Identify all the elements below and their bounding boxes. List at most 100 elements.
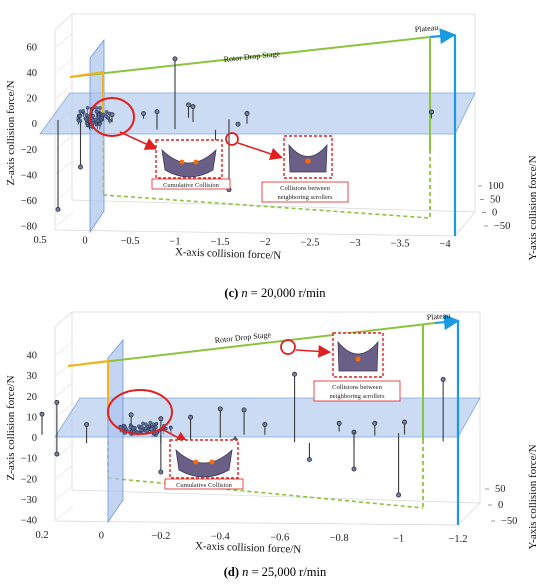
c-y-tick-label: −50 bbox=[494, 221, 510, 232]
d-stem-point bbox=[396, 492, 402, 498]
c-stem-point bbox=[154, 109, 160, 115]
c-y-tick-label: 100 bbox=[488, 181, 504, 192]
panel-c-neighbor-glow bbox=[305, 158, 311, 164]
c-x-tick-label: −1 bbox=[169, 236, 180, 247]
panel-c-caption-rest: = 20,000 r/min bbox=[248, 286, 327, 300]
c-cluster-point bbox=[94, 109, 99, 114]
c-stem-point bbox=[186, 102, 191, 108]
c-z-gridline bbox=[55, 160, 74, 176]
c-stem-point bbox=[78, 164, 83, 170]
panel-c-caption-n: n bbox=[241, 286, 247, 300]
d-cluster-point bbox=[131, 426, 136, 431]
panel-c-z-ticks: 60 40 20 0 −20 −40 −60 −80 bbox=[21, 43, 37, 233]
c-cluster-point bbox=[76, 118, 81, 123]
c-stem-point bbox=[235, 121, 241, 127]
c-cluster-point bbox=[81, 109, 85, 113]
panel-c-neighbor-arrow bbox=[237, 142, 284, 161]
panel-c-cumulative-glow-1 bbox=[179, 159, 185, 165]
c-stem-point bbox=[55, 206, 61, 212]
c-cluster-point bbox=[101, 112, 106, 117]
c-cluster-point bbox=[78, 114, 82, 119]
c-stem-point bbox=[141, 111, 146, 116]
panel-d-y-axis-label: Y-axis collision force/N bbox=[527, 444, 539, 549]
panel-d-neighbor-label-box bbox=[313, 380, 401, 402]
panel-d-neighbor-label-2: neighboring scrollers bbox=[329, 393, 385, 400]
d-stem-point bbox=[372, 420, 378, 426]
d-cluster-point bbox=[151, 422, 156, 427]
c-stem-point bbox=[244, 111, 250, 116]
panel-d-orange-line bbox=[67, 359, 109, 420]
c-x-tick-label: 0 bbox=[82, 235, 87, 246]
d-stem-point bbox=[188, 414, 194, 420]
panel-c-z0-plane bbox=[39, 92, 476, 135]
d-stem-point bbox=[402, 419, 407, 425]
panel-d-z-ticks: 40 30 20 10 0 −10 −20 −30 −40 bbox=[21, 351, 37, 527]
panel-d-caption: (d) n = 25,000 r/min bbox=[224, 565, 327, 579]
c-z-gridline bbox=[55, 186, 74, 201]
c-cluster-point bbox=[94, 106, 99, 110]
panel-c-cumulative-arrow bbox=[119, 131, 158, 150]
d-z-tick-label: 30 bbox=[27, 371, 38, 382]
d-z-gridline bbox=[55, 402, 74, 418]
d-stem-point bbox=[54, 451, 60, 457]
c-cluster-point bbox=[98, 106, 102, 110]
c-z-tick-label: 60 bbox=[27, 43, 38, 54]
d-stem-point bbox=[262, 422, 268, 427]
panel-c-cumulative-rotor bbox=[161, 148, 217, 178]
c-x-tick-label: −1.5 bbox=[210, 237, 229, 248]
d-z-gridline bbox=[55, 464, 74, 479]
panel-c-orange-line bbox=[69, 70, 104, 120]
d-stem-point bbox=[84, 422, 90, 427]
d-stem-point bbox=[128, 412, 134, 418]
panel-d-cumulative-circle bbox=[107, 389, 173, 435]
d-stem-point bbox=[241, 407, 247, 413]
c-cluster-point bbox=[108, 118, 112, 123]
d-x-tick-label: −1 bbox=[393, 533, 404, 544]
d-stem-point bbox=[158, 469, 164, 475]
d-x-tick-label: −1.2 bbox=[448, 534, 467, 545]
panel-d-rotor-drop-line bbox=[67, 322, 436, 367]
panel-c-cumulative-circle bbox=[89, 97, 135, 137]
panel-d-z-axis-label: Z-axis collision force/N bbox=[5, 375, 17, 480]
c-z-gridline bbox=[55, 135, 74, 150]
d-cluster-point bbox=[128, 425, 132, 429]
c-x-tick-label: 0.5 bbox=[33, 235, 46, 246]
panel-c-neighbor-label-box bbox=[261, 181, 349, 203]
panel-d-plateau-label: Plateau bbox=[426, 311, 450, 322]
c-z-gridline bbox=[55, 58, 74, 73]
panel-c-y-ticks: 100 50 0 −50 bbox=[478, 181, 510, 232]
d-z-tick-label: 10 bbox=[27, 412, 38, 423]
d-cluster-point bbox=[140, 425, 144, 429]
panel-c-chart: Rotor Drop Stage Plateau Cumulative Coll… bbox=[5, 13, 539, 300]
d-stem-point bbox=[54, 399, 60, 405]
c-z-gridline bbox=[55, 83, 74, 99]
c-z-tick-label: −20 bbox=[21, 145, 37, 156]
d-z-tick-label: 40 bbox=[27, 351, 38, 362]
d-y-tick-label: 0 bbox=[498, 500, 503, 511]
d-y-tick-label: 50 bbox=[495, 484, 506, 495]
panel-c-z-axis-label: Z-axis collision force/N bbox=[5, 80, 17, 185]
panel-d-cumulative-label: Cumulative Collision bbox=[176, 482, 233, 489]
panel-c-plateau-label: Plateau bbox=[414, 23, 438, 34]
d-cluster-point bbox=[145, 428, 150, 433]
panel-d-x-axis-label: X-axis collision force/N bbox=[195, 540, 302, 556]
c-x-tick-label: −3.5 bbox=[390, 239, 409, 250]
d-stem-point bbox=[306, 457, 312, 463]
d-stem-point bbox=[351, 466, 357, 472]
panel-c-plateau-arrow bbox=[429, 28, 456, 45]
panel-c-neighbor-label-2: neighboring scrollers bbox=[277, 194, 333, 201]
d-z-gridline bbox=[55, 443, 74, 459]
panel-c-caption: (c) n = 20,000 r/min bbox=[224, 286, 326, 300]
c-z-tick-label: 40 bbox=[27, 68, 38, 79]
c-x-tick-label: −4 bbox=[439, 239, 451, 250]
d-stem-point bbox=[217, 406, 223, 412]
d-z-gridline bbox=[55, 382, 74, 397]
d-y-tick-label: −50 bbox=[501, 516, 517, 527]
c-cluster-point bbox=[104, 114, 108, 118]
c-z-gridline bbox=[55, 211, 74, 227]
panel-c-box-frame bbox=[54, 13, 476, 237]
c-x-tick-label: −2.5 bbox=[300, 238, 319, 249]
c-stem-point bbox=[429, 109, 434, 115]
d-cluster-point bbox=[154, 421, 159, 426]
d-cluster-point bbox=[141, 421, 145, 426]
